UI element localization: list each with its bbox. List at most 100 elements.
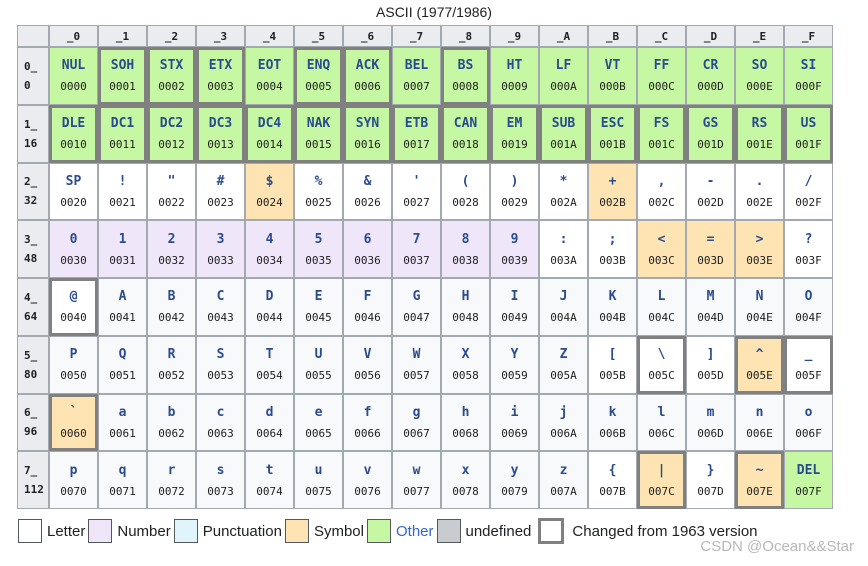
character-cell[interactable]: ESC 001B — [588, 104, 637, 163]
character-cell[interactable]: (0028 — [441, 162, 490, 221]
character-cell[interactable]: z 007A — [539, 451, 588, 509]
character-cell[interactable]: h 0068 — [441, 393, 490, 452]
character-cell[interactable]: HT 0009 — [490, 47, 539, 105]
character-cell[interactable]: STX 0002 — [147, 47, 196, 105]
character-cell[interactable]: ' 0027 — [392, 162, 441, 221]
character-cell[interactable]: ) 0029 — [490, 162, 539, 221]
character-cell[interactable]: , 002C — [637, 162, 686, 221]
character-cell[interactable]: DC2 0012 — [147, 104, 196, 163]
character-cell[interactable]: - 002D — [686, 162, 735, 221]
character-cell[interactable]: X 0058 — [441, 335, 490, 394]
character-cell[interactable]: NUL 0000 — [49, 47, 98, 105]
character-cell[interactable]: DC4 0014 — [245, 104, 294, 163]
character-cell[interactable]: } 007D — [686, 451, 735, 509]
character-cell[interactable]: SO 000E — [735, 47, 784, 105]
character-cell[interactable]: Y 0059 — [490, 335, 539, 394]
character-cell[interactable]: O 004F — [784, 278, 833, 336]
character-cell[interactable]: 0 0030 — [49, 220, 98, 278]
character-cell[interactable]: Z 005A — [539, 335, 588, 394]
character-cell[interactable]: 8 0038 — [441, 220, 490, 278]
character-cell[interactable]: y 0079 — [490, 451, 539, 509]
character-cell[interactable]: p 0070 — [49, 451, 98, 509]
character-cell[interactable]: | 007C — [637, 451, 686, 509]
character-cell[interactable]: d 0064 — [245, 393, 294, 452]
character-cell[interactable]: FS 001C — [637, 104, 686, 163]
character-cell[interactable]: SI 000F — [784, 47, 833, 105]
character-cell[interactable]: N 004E — [735, 278, 784, 336]
character-cell[interactable]: H 0048 — [441, 278, 490, 336]
character-cell[interactable]: v 0076 — [343, 451, 392, 509]
character-cell[interactable]: g 0067 — [392, 393, 441, 452]
character-cell[interactable]: ^ 005E — [735, 335, 784, 394]
character-cell[interactable]: = 003D — [686, 220, 735, 278]
character-cell[interactable]: FF 000C — [637, 47, 686, 105]
character-cell[interactable]: a 0061 — [98, 393, 147, 452]
character-cell[interactable]: ` 0060 — [49, 393, 98, 452]
character-cell[interactable]: >003E — [735, 220, 784, 278]
character-cell[interactable]: . 002E — [735, 162, 784, 221]
character-cell[interactable]: % 0025 — [294, 162, 343, 221]
character-cell[interactable]: SUB 001A — [539, 104, 588, 163]
character-cell[interactable]: & 0026 — [343, 162, 392, 221]
character-cell[interactable]: SOH 0001 — [98, 47, 147, 105]
character-cell[interactable]: CAN 0018 — [441, 104, 490, 163]
character-cell[interactable]: F 0046 — [343, 278, 392, 336]
character-cell[interactable]: U 0055 — [294, 335, 343, 394]
character-cell[interactable]: L 004C — [637, 278, 686, 336]
character-cell[interactable]: k 006B — [588, 393, 637, 452]
character-cell[interactable]: GS 001D — [686, 104, 735, 163]
character-cell[interactable]: i 0069 — [490, 393, 539, 452]
character-cell[interactable]: b 0062 — [147, 393, 196, 452]
character-cell[interactable]: <003C — [637, 220, 686, 278]
character-cell[interactable]: J 004A — [539, 278, 588, 336]
character-cell[interactable]: S 0053 — [196, 335, 245, 394]
character-cell[interactable]: * 002A — [539, 162, 588, 221]
character-cell[interactable]: 7 0037 — [392, 220, 441, 278]
character-cell[interactable]: ACK 0006 — [343, 47, 392, 105]
character-cell[interactable]: \ 005C — [637, 335, 686, 394]
character-cell[interactable]: x 0078 — [441, 451, 490, 509]
character-cell[interactable]: j 006A — [539, 393, 588, 452]
character-cell[interactable]: B 0042 — [147, 278, 196, 336]
character-cell[interactable]: s 0073 — [196, 451, 245, 509]
character-cell[interactable]: R 0052 — [147, 335, 196, 394]
legend-label[interactable]: Other — [395, 522, 434, 540]
character-cell[interactable]: P 0050 — [49, 335, 98, 394]
character-cell[interactable]: ETB 0017 — [392, 104, 441, 163]
character-cell[interactable]: : 003A — [539, 220, 588, 278]
character-cell[interactable]: E 0045 — [294, 278, 343, 336]
character-cell[interactable]: ~007E — [735, 451, 784, 509]
character-cell[interactable]: DEL 007F — [784, 451, 833, 509]
character-cell[interactable]: ETX 0003 — [196, 47, 245, 105]
character-cell[interactable]: 1 0031 — [98, 220, 147, 278]
character-cell[interactable]: K 004B — [588, 278, 637, 336]
character-cell[interactable]: +002B — [588, 162, 637, 221]
character-cell[interactable]: q 0071 — [98, 451, 147, 509]
character-cell[interactable]: ! 0021 — [98, 162, 147, 221]
character-cell[interactable]: w 0077 — [392, 451, 441, 509]
character-cell[interactable]: T 0054 — [245, 335, 294, 394]
character-cell[interactable]: 2 0032 — [147, 220, 196, 278]
legend-item-other[interactable]: Other — [366, 519, 434, 543]
character-cell[interactable]: 3 0033 — [196, 220, 245, 278]
character-cell[interactable]: NAK 0015 — [294, 104, 343, 163]
character-cell[interactable]: DC3 0013 — [196, 104, 245, 163]
character-cell[interactable]: EM 0019 — [490, 104, 539, 163]
character-cell[interactable]: Q 0051 — [98, 335, 147, 394]
character-cell[interactable]: EOT 0004 — [245, 47, 294, 105]
character-cell[interactable]: D 0044 — [245, 278, 294, 336]
character-cell[interactable]: ; 003B — [588, 220, 637, 278]
character-cell[interactable]: G 0047 — [392, 278, 441, 336]
character-cell[interactable]: e 0065 — [294, 393, 343, 452]
character-cell[interactable]: [005B — [588, 335, 637, 394]
character-cell[interactable]: 4 0034 — [245, 220, 294, 278]
character-cell[interactable]: VT 000B — [588, 47, 637, 105]
character-cell[interactable]: n 006E — [735, 393, 784, 452]
character-cell[interactable]: ? 003F — [784, 220, 833, 278]
character-cell[interactable]: 6 0036 — [343, 220, 392, 278]
character-cell[interactable]: A 0041 — [98, 278, 147, 336]
character-cell[interactable]: US 001F — [784, 104, 833, 163]
character-cell[interactable]: RS 001E — [735, 104, 784, 163]
character-cell[interactable]: {007B — [588, 451, 637, 509]
character-cell[interactable]: @0040 — [49, 278, 98, 336]
